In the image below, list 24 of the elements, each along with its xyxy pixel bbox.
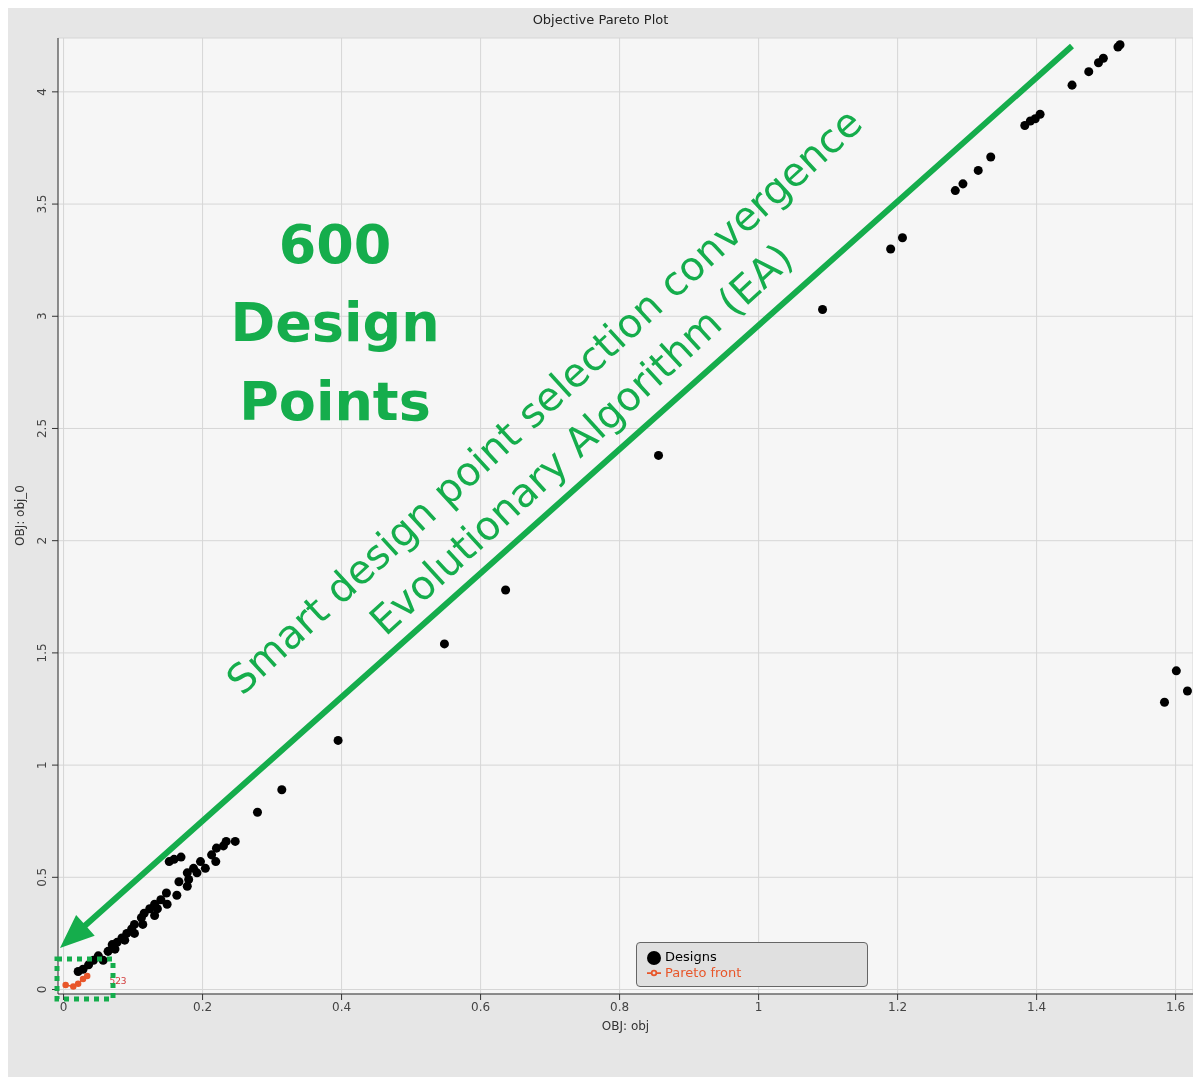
- x-tick-label: 1.4: [1027, 999, 1047, 1014]
- x-tick-label: 0.4: [332, 999, 352, 1014]
- y-tick-label: 0.5: [35, 867, 49, 887]
- x-tick-label: 1.2: [888, 999, 908, 1014]
- x-axis-title: OBJ: obj: [601, 1019, 650, 1033]
- x-tick-label: 0.2: [193, 999, 213, 1014]
- x-tick-label: 1: [754, 999, 763, 1014]
- y-tick-label: 2.5: [35, 418, 49, 439]
- x-tick-label: 0.8: [610, 999, 630, 1014]
- y-tick-label: 4: [35, 88, 49, 96]
- annotation: 600 Design Points: [229, 211, 440, 433]
- x-tick-label: 0.6: [471, 999, 491, 1014]
- x-tick-label: 0: [59, 999, 68, 1014]
- y-tick-label: 3.5: [35, 194, 49, 214]
- legend-label: Pareto front: [665, 964, 742, 980]
- chart-title: Objective Pareto Plot: [531, 11, 670, 29]
- y-axis-title: OBJ: obj_0: [13, 484, 28, 546]
- y-tick-label: 1: [35, 761, 49, 769]
- legend-label: Designs: [665, 949, 717, 964]
- x-tick-label: 1.6: [1166, 999, 1186, 1014]
- y-tick-label: 0: [35, 985, 49, 994]
- y-tick-label: 2: [35, 536, 49, 545]
- y-tick-label: 3: [35, 312, 49, 321]
- y-tick-label: 1.5: [35, 643, 49, 663]
